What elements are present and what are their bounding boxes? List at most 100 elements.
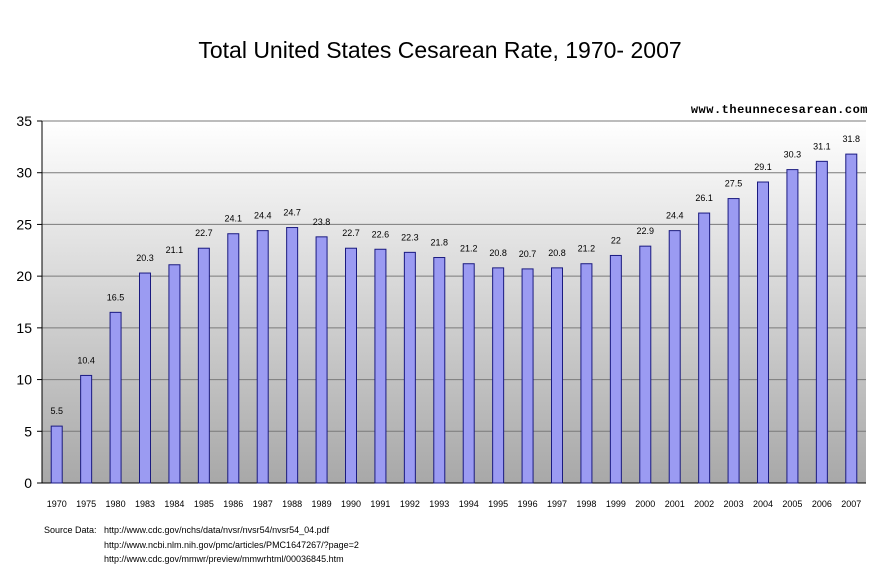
x-tick-label: 2002 bbox=[694, 499, 714, 509]
x-tick-label: 1999 bbox=[606, 499, 626, 509]
x-tick-label: 2006 bbox=[812, 499, 832, 509]
bar bbox=[345, 247, 357, 484]
data-label: 27.5 bbox=[725, 179, 743, 189]
source-url-2: http://www.ncbi.nlm.nih.gov/pmc/articles… bbox=[104, 540, 359, 550]
bar bbox=[109, 311, 122, 484]
bar bbox=[374, 248, 387, 484]
x-tick-label: 1975 bbox=[76, 499, 96, 509]
x-tick-label: 1998 bbox=[576, 499, 596, 509]
x-tick-label: 1980 bbox=[106, 499, 126, 509]
x-tick-label: 1992 bbox=[400, 499, 420, 509]
x-tick-label: 2007 bbox=[841, 499, 861, 509]
x-tick-label: 1988 bbox=[282, 499, 302, 509]
bar bbox=[727, 198, 740, 484]
bar bbox=[845, 153, 858, 484]
y-tick-label: 35 bbox=[16, 113, 32, 129]
bar bbox=[80, 374, 93, 484]
x-tick-label: 1994 bbox=[459, 499, 479, 509]
x-tick-label: 1984 bbox=[164, 499, 184, 509]
data-label: 24.1 bbox=[225, 214, 243, 224]
x-tick-label: 2005 bbox=[782, 499, 802, 509]
bar bbox=[433, 257, 446, 484]
x-tick-label: 1989 bbox=[312, 499, 332, 509]
x-tick-label: 1985 bbox=[194, 499, 214, 509]
data-label: 31.8 bbox=[843, 134, 861, 144]
bar bbox=[168, 264, 181, 484]
source-url-3: http://www.cdc.gov/mmwr/preview/mmwrhtml… bbox=[104, 554, 344, 564]
bar bbox=[609, 254, 622, 484]
bar bbox=[492, 267, 505, 484]
bar bbox=[256, 230, 269, 484]
bar bbox=[668, 230, 681, 484]
bar bbox=[639, 245, 652, 484]
x-tick-label: 1995 bbox=[488, 499, 508, 509]
y-tick-label: 10 bbox=[16, 372, 32, 388]
x-tick-label: 1987 bbox=[253, 499, 273, 509]
y-tick-label: 20 bbox=[16, 268, 32, 284]
y-tick-label: 0 bbox=[24, 475, 32, 491]
x-tick-label: 1991 bbox=[370, 499, 390, 509]
data-label: 21.2 bbox=[578, 244, 596, 254]
bar bbox=[139, 272, 151, 484]
data-label: 22 bbox=[611, 235, 621, 245]
data-label: 22.7 bbox=[342, 228, 360, 238]
x-tick-label: 2001 bbox=[665, 499, 685, 509]
x-tick-label: 1986 bbox=[223, 499, 243, 509]
data-label: 26.1 bbox=[695, 193, 713, 203]
y-tick-label: 30 bbox=[16, 165, 32, 181]
data-label: 24.7 bbox=[283, 208, 301, 218]
data-label: 31.1 bbox=[813, 141, 831, 151]
data-label: 22.9 bbox=[637, 226, 655, 236]
watermark-url: www.theunnecesarean.com bbox=[690, 103, 868, 117]
bar bbox=[227, 233, 240, 484]
bar bbox=[757, 181, 769, 484]
source-label: Source Data: bbox=[44, 525, 97, 535]
tick-labels: 0 5 10 15 20 25 30 35 1970 1975 1980 1983 1984 1985 19… bbox=[16, 113, 861, 509]
bar bbox=[197, 247, 210, 484]
x-tick-label: 1990 bbox=[341, 499, 361, 509]
x-tick-label: 1970 bbox=[47, 499, 67, 509]
bar bbox=[551, 267, 563, 484]
data-label: 20.8 bbox=[548, 248, 566, 258]
data-label: 29.1 bbox=[754, 162, 772, 172]
x-tick-label: 1997 bbox=[547, 499, 567, 509]
data-label: 20.7 bbox=[519, 249, 537, 259]
data-label: 20.8 bbox=[489, 248, 507, 258]
data-labels: 5.5 10.4 16.5 20.3 21.1 22.7 24.1 24.4 24.7 23.8 2… bbox=[50, 134, 860, 416]
bar bbox=[315, 236, 328, 484]
x-tick-label: 2003 bbox=[724, 499, 744, 509]
x-tick-label: 2004 bbox=[753, 499, 773, 509]
data-label: 22.6 bbox=[372, 229, 390, 239]
bar bbox=[521, 268, 534, 484]
y-tick-label: 25 bbox=[16, 216, 32, 232]
x-tick-label: 1996 bbox=[518, 499, 538, 509]
source-url-1: http://www.cdc.gov/nchs/data/nvsr/nvsr54… bbox=[104, 525, 330, 535]
data-label: 22.3 bbox=[401, 232, 419, 242]
data-label: 22.7 bbox=[195, 228, 213, 238]
data-label: 24.4 bbox=[666, 211, 684, 221]
data-label: 10.4 bbox=[77, 355, 95, 365]
x-tick-label: 2000 bbox=[635, 499, 655, 509]
data-label: 23.8 bbox=[313, 217, 331, 227]
data-label: 5.5 bbox=[50, 406, 63, 416]
data-label: 21.8 bbox=[431, 238, 449, 248]
data-label: 30.3 bbox=[784, 150, 802, 160]
data-label: 20.3 bbox=[136, 253, 154, 263]
data-label: 16.5 bbox=[107, 292, 125, 302]
data-label: 21.1 bbox=[166, 245, 184, 255]
bar bbox=[403, 251, 416, 484]
y-tick-label: 15 bbox=[16, 320, 32, 336]
bar bbox=[786, 169, 799, 484]
bar bbox=[462, 263, 475, 484]
bar bbox=[286, 227, 299, 484]
data-label: 21.2 bbox=[460, 244, 478, 254]
chart-title: Total United States Cesarean Rate, 1970-… bbox=[198, 37, 682, 63]
bar bbox=[815, 160, 828, 484]
bar bbox=[698, 212, 711, 484]
y-tick-label: 5 bbox=[24, 423, 32, 439]
bars bbox=[50, 153, 858, 484]
bar bbox=[50, 425, 63, 484]
data-label: 24.4 bbox=[254, 211, 272, 221]
x-tick-label: 1983 bbox=[135, 499, 155, 509]
